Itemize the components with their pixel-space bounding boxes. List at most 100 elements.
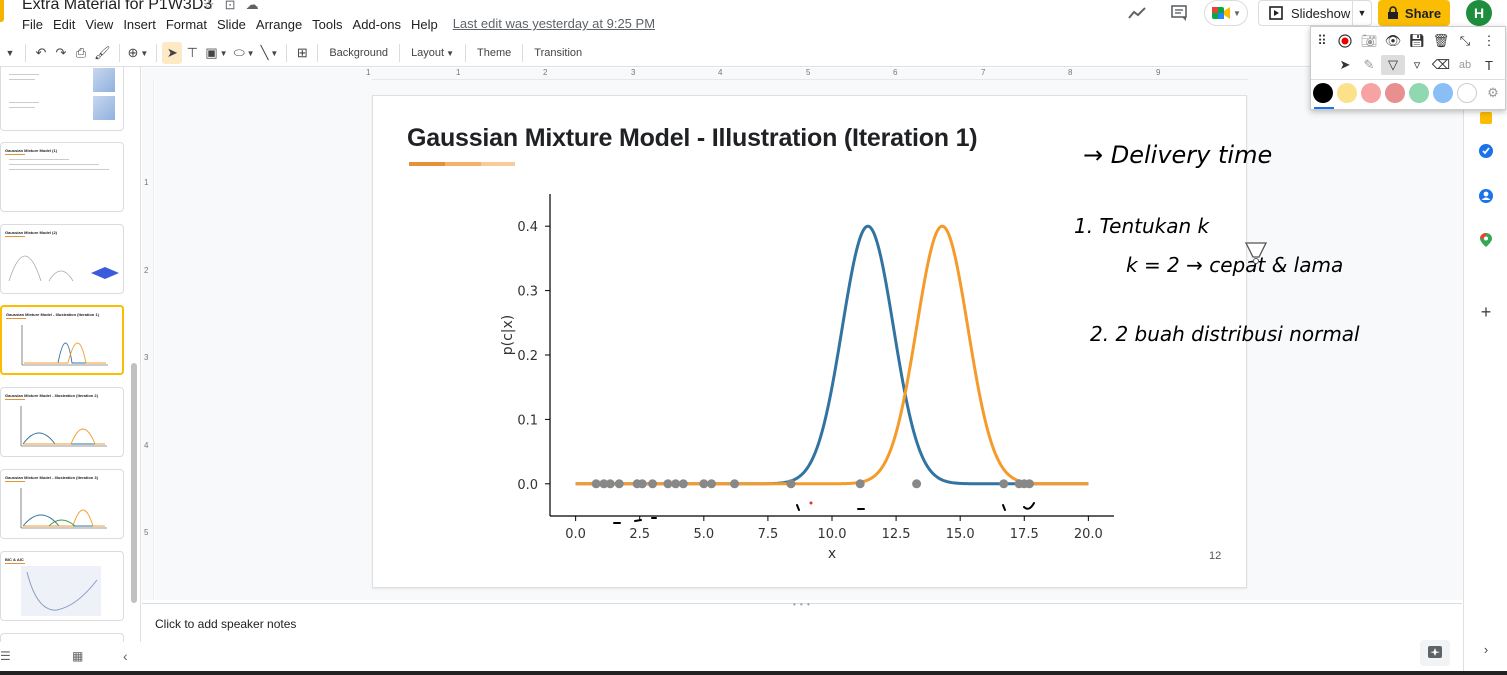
current-slide[interactable]: Gaussian Mixture Model - Illustration (I… bbox=[372, 95, 1247, 588]
text-tool-icon[interactable]: T bbox=[1485, 57, 1493, 73]
collapse-filmstrip-icon[interactable]: ‹ bbox=[123, 648, 128, 664]
color-swatch-green[interactable] bbox=[1409, 83, 1429, 103]
slideshow-button[interactable]: Slideshow ▼ bbox=[1258, 0, 1372, 26]
eye-icon[interactable]: 👁︎ bbox=[1384, 33, 1402, 48]
menu-file[interactable]: File bbox=[22, 17, 43, 32]
undo-icon[interactable]: ↶ bbox=[35, 45, 47, 60]
trash-icon[interactable]: 🗑︎ bbox=[1432, 33, 1450, 48]
filmstrip-scrollbar[interactable] bbox=[131, 363, 137, 603]
slide-thumbnail[interactable]: Gaussian Mixture Model (2) bbox=[0, 224, 124, 294]
vertical-ruler[interactable]: 1 2 3 4 5 bbox=[142, 80, 154, 600]
marker-icon[interactable]: ▿ bbox=[1413, 57, 1421, 72]
layout-button[interactable]: Layout ▼ bbox=[405, 47, 460, 59]
add-addon-icon[interactable]: + bbox=[1480, 301, 1492, 322]
settings-gear-icon[interactable]: ⚙ bbox=[1487, 85, 1499, 100]
redo-icon[interactable]: ↷ bbox=[55, 45, 67, 60]
menu-insert[interactable]: Insert bbox=[123, 17, 156, 32]
color-swatch-black[interactable] bbox=[1313, 83, 1333, 103]
toolbar-divider bbox=[286, 44, 288, 62]
comments-icon[interactable] bbox=[1168, 2, 1190, 24]
ruler-mark: 7 bbox=[981, 68, 986, 77]
shape-icon[interactable]: ⬭ ▼ bbox=[233, 45, 255, 60]
notes-resize-handle[interactable]: • • • bbox=[793, 600, 811, 609]
color-swatch-blue[interactable] bbox=[1433, 83, 1453, 103]
slides-logo[interactable] bbox=[0, 0, 4, 22]
color-swatch-pink[interactable] bbox=[1361, 83, 1381, 103]
transition-button[interactable]: Transition bbox=[534, 47, 583, 59]
account-avatar[interactable]: H bbox=[1466, 0, 1492, 26]
add-comment-icon[interactable]: ⊞ bbox=[296, 45, 308, 60]
background-button[interactable]: Background bbox=[329, 47, 389, 59]
menu-arrange[interactable]: Arrange bbox=[255, 17, 303, 32]
record-icon[interactable] bbox=[1333, 31, 1357, 51]
document-title[interactable]: Extra Material for P1W3D3 bbox=[22, 0, 213, 13]
menu-format[interactable]: Format bbox=[165, 17, 207, 32]
image-icon[interactable]: ▣ ▼ bbox=[205, 45, 228, 60]
menu-addons[interactable]: Add-ons bbox=[352, 17, 401, 32]
menu-edit[interactable]: Edit bbox=[52, 17, 76, 32]
show-side-panel-chevron-icon[interactable]: › bbox=[1483, 641, 1489, 657]
slide-thumbnail[interactable]: Gaussian Mixture Model - Illustration (I… bbox=[0, 469, 124, 539]
toolbar-divider bbox=[465, 44, 467, 62]
strikethrough-text-icon[interactable]: ab bbox=[1458, 59, 1472, 71]
grid-view-icon[interactable]: ▦ bbox=[72, 649, 84, 663]
slide-thumbnail[interactable] bbox=[0, 67, 124, 131]
drag-handle-icon[interactable]: ⠿ bbox=[1317, 33, 1327, 48]
calendar-icon[interactable] bbox=[1478, 110, 1494, 126]
data-point bbox=[671, 479, 681, 489]
slide-filmstrip[interactable]: Gaussian Mixture Model (1) Gaussian Mixt… bbox=[0, 67, 141, 642]
minimize-icon[interactable]: ⤡ bbox=[1459, 33, 1471, 48]
gmm-chart[interactable]: 0.0 2.5 5.0 7.5 10.0 12.5 15.0 17.5 20.0 0.0 0.1 0.… bbox=[373, 96, 1248, 589]
slide-thumbnail-active[interactable]: Gaussian Mixture Model - Illustration (I… bbox=[0, 305, 124, 375]
data-point bbox=[614, 479, 624, 489]
notes-divider[interactable] bbox=[142, 603, 1462, 604]
pen-icon[interactable]: ✎ bbox=[1363, 57, 1375, 72]
save-icon[interactable]: 💾︎ bbox=[1408, 33, 1426, 48]
meet-button[interactable]: ▼ bbox=[1204, 0, 1248, 26]
text-box-icon[interactable]: ⊤ bbox=[186, 45, 198, 60]
star-icon[interactable]: ☆ bbox=[203, 0, 215, 12]
slideshow-options-chevron-icon[interactable]: ▼ bbox=[1357, 8, 1367, 18]
zoom-icon[interactable]: ⊕ ▼ bbox=[127, 45, 149, 60]
color-swatch-yellow[interactable] bbox=[1337, 83, 1357, 103]
horizontal-ruler[interactable] bbox=[142, 68, 1462, 80]
move-to-folder-icon[interactable]: ⊡ bbox=[224, 0, 236, 12]
slide-thumbnail[interactable]: BIC & AIC bbox=[0, 551, 124, 621]
print-icon[interactable]: ⎙ bbox=[75, 45, 87, 60]
menus-search-chevron-icon[interactable]: ▼ bbox=[5, 48, 15, 58]
paint-format-icon[interactable]: 🖌︎ bbox=[94, 45, 111, 60]
color-swatch-red[interactable] bbox=[1385, 83, 1405, 103]
contacts-icon[interactable] bbox=[1478, 188, 1494, 204]
menu-help[interactable]: Help bbox=[410, 17, 438, 32]
speaker-notes[interactable]: Click to add speaker notes bbox=[155, 617, 297, 631]
slide-thumbnail[interactable]: Gaussian Mixture Model - Illustration (I… bbox=[0, 387, 124, 457]
menu-tools[interactable]: Tools bbox=[312, 17, 343, 32]
title-accent-bar bbox=[409, 162, 515, 166]
eraser-icon[interactable]: ⌫ bbox=[1431, 57, 1451, 72]
theme-button[interactable]: Theme bbox=[477, 47, 512, 59]
activity-trend-icon[interactable] bbox=[1126, 2, 1148, 24]
select-tool-icon[interactable]: ➤ bbox=[162, 42, 183, 64]
slide-thumbnail[interactable] bbox=[0, 633, 124, 642]
menu-view[interactable]: View bbox=[85, 17, 114, 32]
last-edit-link[interactable]: Last edit was yesterday at 9:25 PM bbox=[452, 16, 656, 31]
color-swatch-white[interactable] bbox=[1457, 83, 1477, 103]
maps-icon[interactable] bbox=[1478, 232, 1494, 248]
tasks-icon[interactable] bbox=[1478, 143, 1494, 159]
line-icon[interactable]: ╲ ▼ bbox=[260, 45, 279, 60]
cloud-saved-icon[interactable]: ☁ bbox=[245, 0, 259, 12]
cursor-icon[interactable]: ➤ bbox=[1339, 57, 1351, 72]
x-tick-label: 2.5 bbox=[629, 527, 650, 542]
explore-button[interactable] bbox=[1420, 640, 1450, 666]
more-options-icon[interactable]: ⋮ bbox=[1482, 33, 1496, 48]
ruler-mark: 4 bbox=[144, 441, 149, 450]
slide-thumbnail[interactable]: Gaussian Mixture Model (1) bbox=[0, 142, 124, 212]
data-point bbox=[699, 479, 709, 489]
menu-slide[interactable]: Slide bbox=[217, 17, 246, 32]
list-view-icon[interactable]: ☰ bbox=[0, 649, 11, 663]
camera-icon[interactable]: 📷︎ bbox=[1360, 33, 1378, 48]
highlighter-icon[interactable]: ▽ bbox=[1381, 55, 1405, 75]
slide-title[interactable]: Gaussian Mixture Model - Illustration (I… bbox=[407, 124, 978, 152]
share-button[interactable]: Share bbox=[1378, 0, 1450, 26]
toolbar-divider bbox=[25, 44, 26, 62]
